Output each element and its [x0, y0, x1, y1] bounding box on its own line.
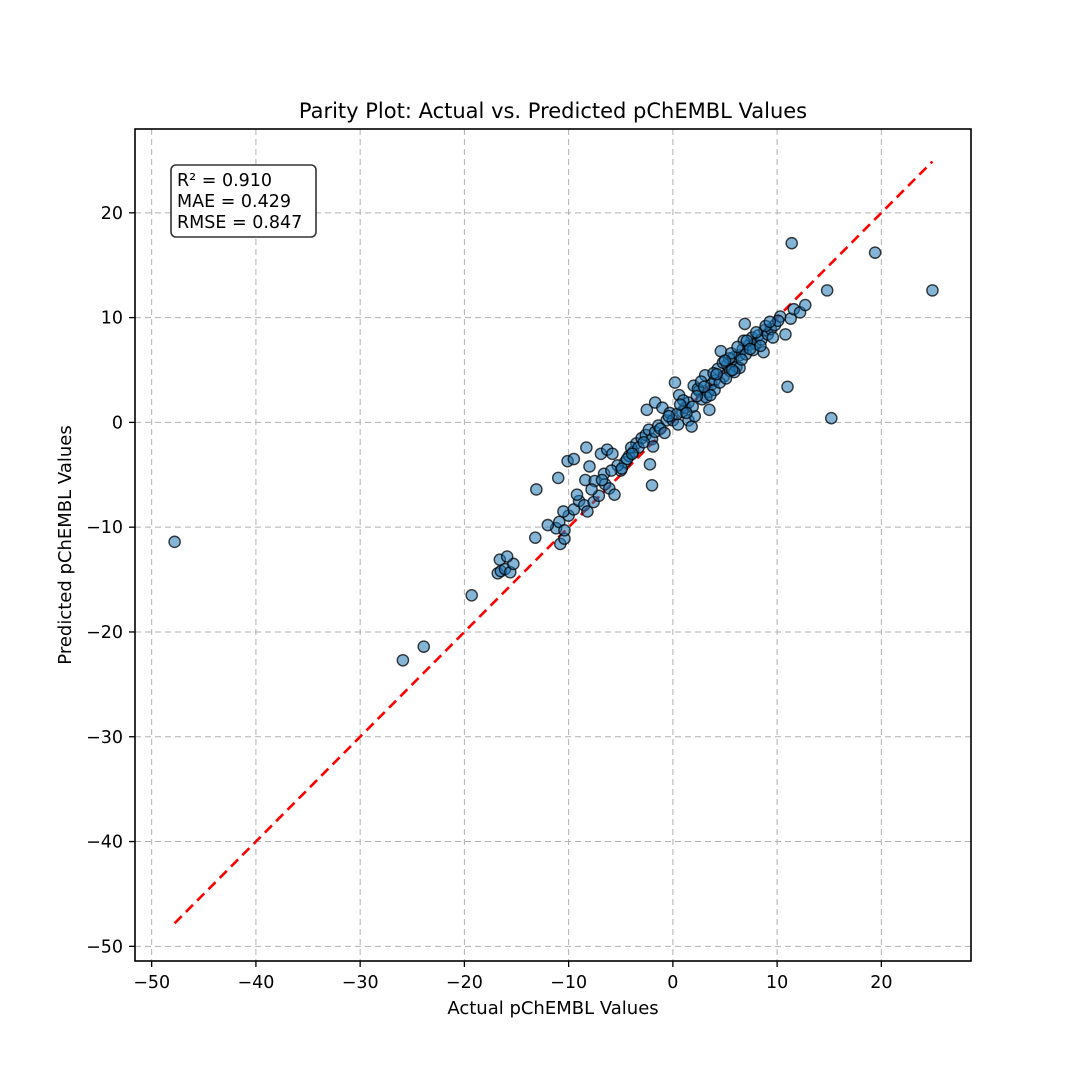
data-point	[585, 483, 598, 496]
metric-mae: MAE = 0.429	[177, 192, 291, 212]
data-point	[680, 406, 693, 420]
data-point	[500, 550, 514, 563]
reference-line	[173, 160, 934, 925]
data-point	[704, 388, 717, 402]
metrics-box-frame	[170, 164, 317, 238]
x-tick-label: −30	[342, 973, 379, 993]
data-point	[567, 452, 581, 466]
data-point	[528, 531, 542, 544]
data-point	[710, 367, 723, 381]
data-point	[703, 403, 716, 417]
metric-rmse: RMSE = 0.847	[177, 213, 302, 233]
x-tick-label: −40	[237, 973, 274, 993]
x-tick-label: 10	[766, 973, 788, 993]
data-point	[530, 483, 543, 496]
x-tick-label: 20	[870, 973, 892, 993]
data-point	[868, 246, 882, 259]
x-tick-label: −20	[446, 973, 483, 993]
x-tick-label: 0	[667, 973, 678, 993]
data-point	[749, 325, 763, 339]
data-point	[640, 403, 654, 417]
data-point	[662, 409, 676, 423]
data-point	[643, 458, 657, 471]
data-point	[738, 317, 752, 331]
data-point	[605, 464, 618, 477]
data-point	[725, 363, 739, 377]
data-point	[417, 640, 431, 653]
data-point	[785, 236, 799, 250]
data-point	[608, 488, 621, 502]
data-point	[558, 524, 571, 537]
data-point	[697, 380, 711, 394]
y-tick-label: −10	[86, 518, 123, 538]
y-axis-label: Predicted pChEMBL Values	[55, 425, 76, 664]
data-point	[168, 535, 181, 549]
data-point	[779, 328, 792, 341]
data-point	[541, 518, 555, 532]
x-axis-ticks: −50 −40 −30 −20 −10 0 10 20	[133, 961, 892, 993]
data-point	[754, 339, 767, 353]
data-point	[551, 471, 565, 485]
data-point	[606, 447, 619, 461]
data-point	[820, 284, 834, 297]
data-point	[671, 418, 685, 431]
data-point	[690, 389, 704, 403]
data-point	[465, 588, 478, 602]
metric-r2: R² = 0.910	[177, 171, 272, 191]
axes-frame	[134, 128, 972, 962]
y-tick-label: 0	[112, 413, 123, 433]
y-axis-ticks: −50 −40 −30 −20 −10 0 10 20	[86, 204, 135, 957]
data-point	[766, 331, 780, 344]
data-point	[781, 380, 794, 394]
data-points	[168, 236, 939, 667]
data-point	[763, 315, 777, 329]
data-point	[668, 376, 682, 389]
reference-line-group	[173, 160, 934, 925]
data-point	[615, 462, 629, 475]
data-point	[580, 441, 593, 454]
data-point	[685, 420, 698, 433]
x-axis-label: Actual pChEMBL Values	[447, 998, 658, 1019]
data-point	[735, 353, 748, 366]
data-point	[396, 653, 410, 667]
data-point	[581, 505, 594, 518]
data-point	[658, 426, 671, 440]
data-point	[646, 440, 660, 453]
chart-title: Parity Plot: Actual vs. Predicted pChEMB…	[299, 99, 807, 123]
data-point	[645, 478, 659, 492]
data-point	[570, 488, 584, 502]
y-tick-label: 10	[101, 309, 123, 329]
data-point	[673, 398, 687, 411]
x-tick-label: −50	[133, 973, 170, 993]
data-point	[825, 411, 838, 425]
y-tick-label: −20	[86, 623, 123, 643]
data-point	[718, 354, 732, 367]
data-point	[731, 340, 744, 354]
y-tick-label: −30	[86, 728, 123, 748]
data-point	[625, 447, 639, 461]
data-point	[798, 298, 812, 312]
data-point	[926, 284, 939, 297]
y-tick-label: −50	[86, 937, 123, 957]
x-tick-label: −10	[550, 973, 587, 993]
data-point	[583, 460, 596, 473]
metrics-annotation-box: R² = 0.910 MAE = 0.429 RMSE = 0.847	[170, 164, 317, 238]
y-tick-label: −40	[86, 833, 123, 853]
data-point	[743, 342, 757, 356]
grid-lines	[135, 129, 971, 961]
y-tick-label: 20	[101, 204, 123, 224]
plot-area	[134, 128, 972, 962]
data-point	[595, 473, 609, 487]
data-point	[557, 505, 570, 518]
